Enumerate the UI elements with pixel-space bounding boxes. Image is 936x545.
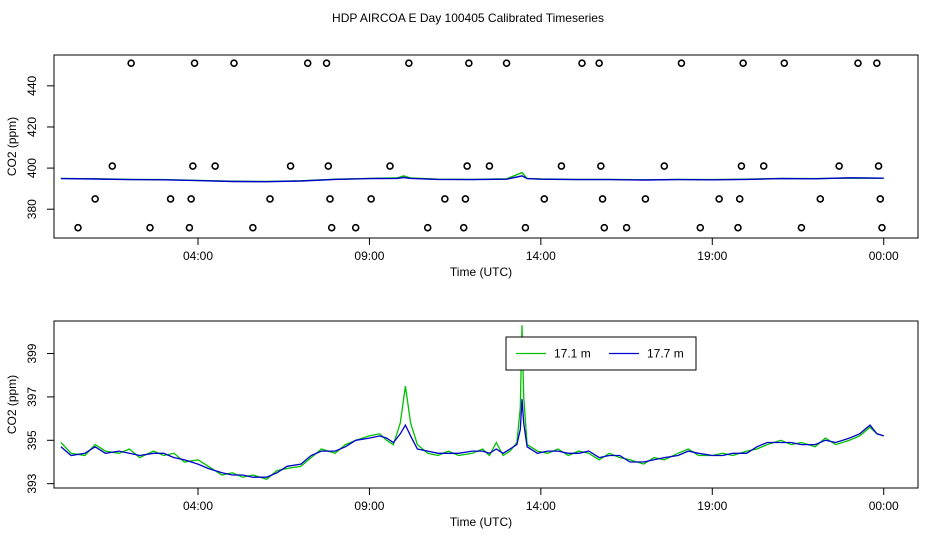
data-point [696,223,705,232]
legend-label-2: 17.7 m [647,347,684,361]
data-point [622,223,631,232]
y-axis-label: CO2 (ppm) [5,117,19,176]
data-point [405,59,413,68]
panel-bottom: 04:00 09:00 14:00 19:00 00:00 393 395 397 399 Tim… [5,320,919,529]
data-point [190,59,199,68]
x-tick-label: 19:00 [697,499,727,513]
data-point [91,195,99,203]
x-tick-label: 19:00 [697,249,727,263]
data-point [303,59,312,68]
data-point [521,223,530,232]
data-point [600,223,609,232]
legend-label-1: 17.1 m [554,347,591,361]
y-tick-label: 420 [25,117,39,137]
data-point [146,223,154,232]
data-point [266,195,274,203]
data-point [502,59,511,68]
data-point [367,195,375,203]
data-point [230,59,238,68]
x-tick-label: 00:00 [869,499,899,513]
data-point [386,162,394,170]
data-point [187,195,195,203]
data-point [540,195,549,203]
chart-title: HDP AIRCOA E Day 100405 Calibrated Times… [332,11,604,25]
data-point [166,195,175,203]
data-point [739,59,747,68]
data-point [211,162,219,170]
x-tick-label: 14:00 [526,499,556,513]
data-point [423,223,432,232]
y-tick-label: 395 [25,430,39,450]
x-tick-label: 14:00 [526,249,556,263]
data-point [595,59,603,68]
x-tick-label: 00:00 [869,249,899,263]
plot-frame [53,320,919,489]
y-tick-label: 400 [25,158,39,178]
x-tick-label: 09:00 [354,249,384,263]
x-tick-label: 04:00 [183,499,213,513]
y-axis-label: CO2 (ppm) [5,375,19,434]
data-point [759,162,768,170]
data-point [854,59,862,68]
data-point [461,195,470,203]
data-point [835,162,843,170]
data-point [185,223,194,232]
y-tick-label: 440 [25,76,39,96]
data-point [878,223,886,232]
data-point [441,195,449,203]
data-point [797,223,806,232]
data-point [873,59,881,68]
data-point [660,162,669,170]
plot-frame [53,54,919,239]
data-point [108,162,117,170]
x-axis-label: Time (UTC) [450,515,512,529]
data-point [735,195,744,203]
y-tick-label: 397 [25,387,39,407]
x-tick-label: 04:00 [183,249,213,263]
data-point [351,223,360,232]
data-point [715,195,723,203]
data-point [557,162,566,170]
data-point [816,195,825,203]
data-point [127,59,135,68]
data-point [465,59,473,68]
data-point [189,162,197,170]
y-tick-label: 399 [25,343,39,363]
data-point [737,162,746,170]
data-point [74,223,82,232]
data-point [874,162,883,170]
data-point [249,223,257,232]
panel-top: 04:00 09:00 14:00 19:00 00:00 380 400 420 440 Tim… [5,54,919,279]
data-point [677,59,686,68]
data-point [598,195,607,203]
data-point [324,162,333,170]
data-point [734,223,742,232]
data-point [485,162,494,170]
data-point [286,162,295,170]
data-point [463,162,471,170]
series-line-2 [60,399,884,478]
y-tick-label: 393 [25,473,39,493]
data-point [780,59,789,68]
data-point [597,162,605,170]
data-point [641,195,650,203]
x-tick-label: 09:00 [354,499,384,513]
data-point [876,195,885,203]
series-line-1 [60,325,884,481]
x-axis-label: Time (UTC) [450,265,512,279]
data-point [578,59,586,68]
data-point [326,195,334,203]
series-line-3 [60,175,884,183]
y-tick-label: 380 [25,199,39,219]
data-point [459,223,468,232]
data-point [327,223,336,232]
data-point [322,59,331,68]
